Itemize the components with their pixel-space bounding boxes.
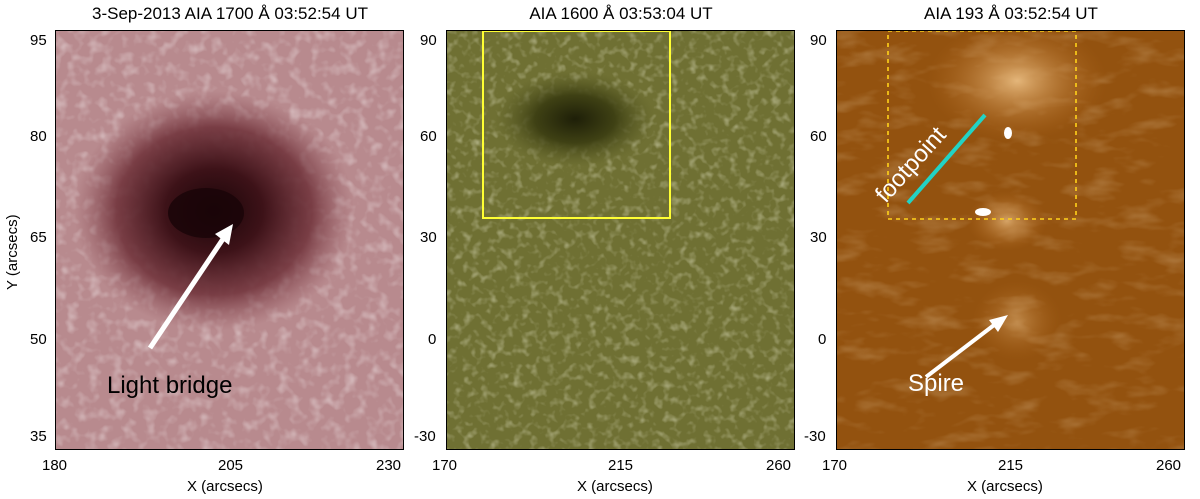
panel1-x-axis-label: X (arcsecs) xyxy=(187,478,263,495)
panel3-image xyxy=(836,30,1185,450)
panel2-x-tick: 215 xyxy=(608,457,634,474)
panel2-y-tick: 30 xyxy=(420,229,437,246)
panel2-title: AIA 1600 Å 03:53:04 UT xyxy=(529,4,713,23)
panel1-y-tick: 50 xyxy=(30,331,47,348)
panel2-y-tick: 0 xyxy=(428,331,437,348)
panel3-y-tick: -30 xyxy=(804,428,826,445)
panel2-y-tick: 60 xyxy=(420,128,437,145)
panel2-y-tick: -30 xyxy=(414,428,436,445)
panel3-y-tick: 0 xyxy=(818,331,827,348)
panel2-y-tick: 90 xyxy=(420,32,437,49)
panel2-x-tick: 170 xyxy=(432,457,458,474)
panel1-x-tick: 205 xyxy=(218,457,244,474)
panel3-x-tick: 260 xyxy=(1156,457,1182,474)
panel3-y-tick: 90 xyxy=(810,32,827,49)
spire-label: Spire xyxy=(908,370,965,397)
panel3-title: AIA 193 Å 03:52:54 UT xyxy=(924,4,1098,23)
panel3-x-axis-label: X (arcsecs) xyxy=(967,478,1043,495)
panel2-x-tick: 260 xyxy=(766,457,792,474)
light-bridge-label: Light bridge xyxy=(107,372,233,399)
panel3-arrow xyxy=(924,315,1008,379)
panel1-title: 3-Sep-2013 AIA 1700 Å 03:52:54 UT xyxy=(92,4,368,23)
panel1-y-tick: 95 xyxy=(30,32,47,49)
panel1-y-tick: 65 xyxy=(30,229,47,246)
panel3-x-tick: 170 xyxy=(822,457,848,474)
panel3-x-tick: 215 xyxy=(998,457,1024,474)
panel1-y-tick: 80 xyxy=(30,128,47,145)
panel1-x-tick: 230 xyxy=(376,457,402,474)
panel1-y-tick: 35 xyxy=(30,428,47,445)
panel1-x-tick: 180 xyxy=(42,457,68,474)
panel1-arrow xyxy=(147,224,233,350)
panel3-y-tick: 60 xyxy=(810,128,827,145)
panel2-image xyxy=(446,30,795,450)
panel2-x-axis-label: X (arcsecs) xyxy=(577,478,653,495)
panel3-y-tick: 30 xyxy=(810,229,827,246)
panel1-image xyxy=(55,30,404,450)
panel1-y-axis-label: Y (arcsecs) xyxy=(4,214,21,290)
